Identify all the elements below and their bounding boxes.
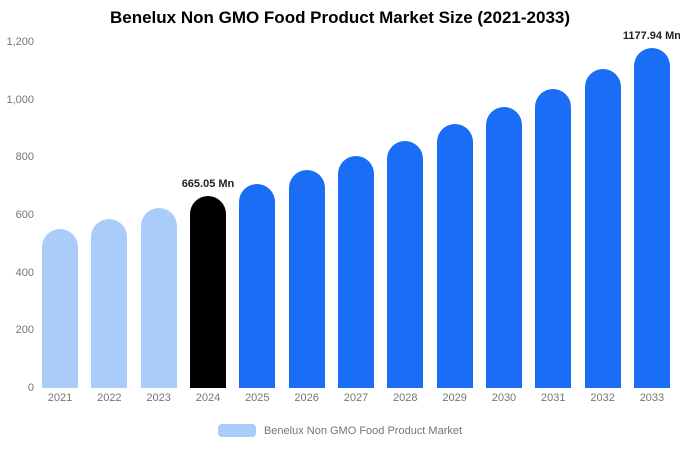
y-tick-label: 1,000	[6, 93, 34, 106]
bar-column: 665.05 Mn	[182, 42, 234, 388]
x-tick-label: 2027	[343, 392, 369, 404]
bar-2024	[189, 196, 226, 388]
x-tick-label: 2021	[47, 392, 73, 404]
x-tick-label: 2024	[195, 392, 221, 404]
x-tick-label: 2032	[590, 392, 615, 404]
y-tick-label: 400	[15, 266, 34, 279]
bar-2028	[387, 140, 424, 388]
bar-column	[535, 42, 572, 388]
bar-2025	[239, 183, 276, 388]
bar-column	[584, 42, 621, 388]
bar-2033	[633, 48, 670, 388]
bar-column	[337, 42, 374, 388]
bar-2030	[485, 107, 522, 388]
bar-column	[436, 42, 473, 388]
x-tick-label: 2025	[245, 392, 270, 404]
bar-column	[42, 42, 78, 388]
bar-2022	[91, 219, 128, 388]
y-tick-label: 200	[15, 324, 34, 337]
x-tick-label: 2031	[541, 392, 566, 404]
x-tick-label: 2029	[442, 392, 467, 404]
bar-data-label: 1177.94 Mn	[622, 30, 680, 43]
x-tick-label: 2023	[146, 392, 171, 404]
bar-2032	[584, 69, 621, 388]
bar-column: 1177.94 Mn	[623, 30, 680, 388]
x-tick-label: 2028	[393, 392, 418, 404]
bar-2026	[288, 170, 325, 388]
bar-column	[140, 42, 177, 388]
bar-column	[288, 42, 325, 388]
bar-column	[239, 42, 276, 388]
x-tick-label: 2030	[491, 392, 517, 404]
bar-column	[387, 42, 424, 388]
legend-label: Benelux Non GMO Food Product Market	[263, 424, 463, 437]
bar-2031	[535, 89, 572, 388]
y-tick-label: 600	[15, 209, 34, 221]
bar-data-label: 665.05 Mn	[181, 178, 235, 191]
y-tick-label: 0	[27, 382, 34, 394]
bar-2029	[436, 124, 473, 388]
bar-2021	[42, 229, 78, 388]
y-tick-label: 1,200	[6, 36, 34, 48]
x-tick-label: 2026	[294, 392, 319, 404]
x-tick-label: 2022	[97, 392, 122, 404]
legend-swatch	[217, 424, 256, 437]
bars-area: 665.05 Mn 1177.94 Mn	[42, 30, 680, 388]
y-tick-label: 800	[15, 151, 34, 164]
bar-2027	[337, 155, 374, 388]
legend[interactable]: Benelux Non GMO Food Product Market	[0, 424, 680, 437]
y-axis: 0 200 400 600 800 1,000 1,200	[0, 36, 38, 394]
bar-2023	[140, 208, 177, 388]
bar-column	[485, 42, 522, 388]
plot-area: 665.05 Mn 1177.94 Mn	[42, 30, 680, 388]
chart-title: Benelux Non GMO Food Product Market Size…	[109, 8, 571, 27]
x-axis: 2021 2022 2023 2024 2025 2026 2027 2028 2029 2030…	[42, 392, 670, 404]
x-tick-label: 2033	[639, 392, 665, 404]
bar-column	[91, 42, 128, 388]
